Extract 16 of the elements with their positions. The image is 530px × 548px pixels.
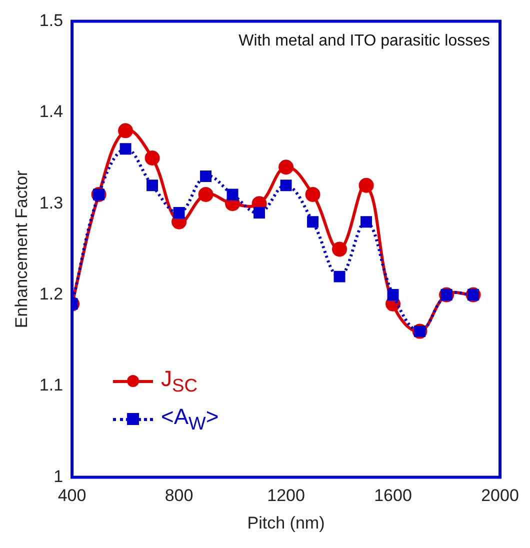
legend-label: <A$_{W}$>: [161, 404, 219, 434]
x-tick-label: 2000: [481, 486, 519, 506]
y-tick-label: 1.4: [39, 102, 64, 122]
y-tick-label: 1.2: [39, 284, 64, 304]
x-axis-title: Pitch (nm): [247, 513, 325, 532]
y-tick-label: 1: [54, 466, 64, 486]
x-tick-label: 1200: [267, 486, 305, 506]
y-tick-label: 1.3: [39, 193, 64, 212]
y-tick-label: 1.5: [39, 10, 64, 30]
x-tick-label: 400: [58, 486, 86, 506]
y-tick-label: 1.1: [39, 376, 64, 395]
annotation: With metal and ITO parasitic losses: [238, 32, 490, 50]
x-tick-label: 1600: [374, 486, 412, 506]
x-tick-label: 800: [164, 486, 194, 506]
y-axis-title: Enhancement Factor: [12, 170, 31, 328]
legend-label: J$_{SC}$: [161, 366, 198, 396]
